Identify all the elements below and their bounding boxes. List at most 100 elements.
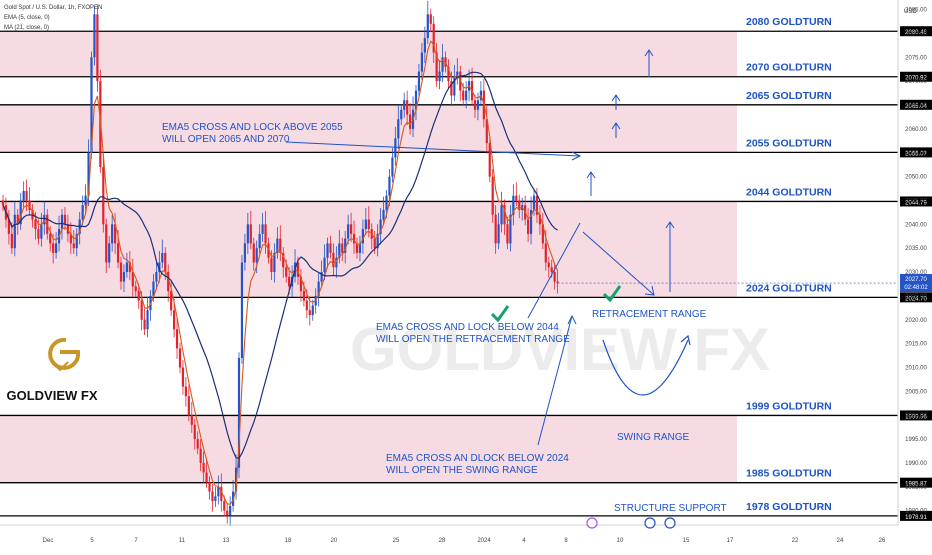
candle-body xyxy=(299,276,303,292)
candle-body xyxy=(456,71,459,77)
x-tick-label: 15 xyxy=(683,538,690,544)
candle-body xyxy=(255,248,258,263)
candle-body xyxy=(279,238,282,253)
candle-body xyxy=(243,243,246,263)
candle-body xyxy=(137,291,140,301)
y-tick-label: 2005.00 xyxy=(905,389,927,395)
projection-arrowhead xyxy=(644,285,655,296)
candle-body xyxy=(167,272,170,292)
current-price-text: 2027.70 xyxy=(905,277,927,283)
candle-body xyxy=(164,252,167,273)
level-tag-text: 2070.92 xyxy=(905,76,927,82)
candle-body xyxy=(550,267,553,273)
candle-body xyxy=(323,257,326,273)
level-tag-text: 2080.46 xyxy=(905,30,927,36)
x-tick-label: 17 xyxy=(727,538,734,544)
candle-body xyxy=(326,243,329,258)
candle-body xyxy=(264,224,267,244)
ema5-line xyxy=(2,40,559,506)
candle-body xyxy=(116,243,120,263)
candle-body xyxy=(488,143,491,177)
candle-body xyxy=(16,214,19,225)
watermark-text: GOLDVIEW FX xyxy=(350,316,770,383)
candle-body xyxy=(140,300,143,320)
candle-body xyxy=(43,214,46,225)
arrow-head xyxy=(665,221,675,229)
level-tag-text: 2065.04 xyxy=(905,104,927,110)
candle-body xyxy=(122,272,126,282)
retracement-arrow xyxy=(527,222,581,319)
candle-body xyxy=(288,276,291,287)
candle-body xyxy=(155,272,158,282)
candle-body xyxy=(211,491,214,502)
y-tick-label: 2040.00 xyxy=(905,222,927,228)
candle-body xyxy=(441,57,444,72)
candle-body xyxy=(544,243,547,263)
zone-rect xyxy=(0,104,737,153)
candle-body xyxy=(1,200,5,206)
annotation-line2: WILL OPEN THE SWING RANGE xyxy=(386,465,538,476)
x-tick-label: 4 xyxy=(522,538,526,544)
zone-rect xyxy=(0,415,737,483)
candle-body xyxy=(40,224,43,239)
range-label: SWING RANGE xyxy=(617,432,690,443)
candle-body xyxy=(220,486,223,502)
event-marker-icon xyxy=(586,517,598,529)
candle-body xyxy=(229,505,232,516)
level-tag-bg xyxy=(900,196,932,207)
level-label: 2024 GOLDTURN xyxy=(746,282,832,294)
candle-body xyxy=(376,233,379,249)
ma-legend[interactable]: MA (21, close, 0) xyxy=(4,25,50,31)
y-tick-label: 2015.00 xyxy=(905,342,927,348)
candle-body xyxy=(87,152,90,196)
candle-body xyxy=(506,224,509,244)
candle-body xyxy=(34,219,37,230)
check-icon xyxy=(602,285,622,303)
candle-body xyxy=(161,252,164,263)
candle-body xyxy=(173,310,176,330)
candle-body xyxy=(178,348,182,368)
candle-body xyxy=(22,190,25,201)
annotation-line2: WILL OPEN THE RETRACEMENT RANGE xyxy=(376,334,570,345)
candle-body xyxy=(414,90,418,110)
level-tag-bg xyxy=(900,292,932,303)
candle-body xyxy=(385,195,388,210)
candle-body xyxy=(143,319,146,330)
candle-body xyxy=(152,281,155,296)
x-tick-label: Dec xyxy=(43,538,54,544)
candle-body xyxy=(417,71,421,91)
y-tick-label: 2030.00 xyxy=(905,270,927,276)
range-label: RETRACEMENT RANGE xyxy=(592,309,707,320)
y-tick-label: 2080.00 xyxy=(905,31,927,37)
candle-body xyxy=(217,486,220,497)
candle-body xyxy=(397,119,400,139)
x-tick-label: 2024 xyxy=(477,538,491,544)
level-tag-text: 2044.79 xyxy=(905,200,927,206)
arrows-group xyxy=(285,49,691,446)
candle-body xyxy=(352,233,356,244)
candle-body xyxy=(532,195,536,210)
y-tick-label: 2025.00 xyxy=(905,294,927,300)
arrow-head xyxy=(611,94,621,102)
y-tick-label: 2060.00 xyxy=(905,127,927,133)
candle-body xyxy=(158,262,161,273)
ema-legend[interactable]: EMA (5, close, 0) xyxy=(4,15,50,21)
candle-body xyxy=(355,243,359,253)
candle-body xyxy=(249,224,252,244)
level-tag-bg xyxy=(900,99,932,110)
candle-body xyxy=(181,367,185,387)
candle-body xyxy=(420,52,423,72)
candle-body xyxy=(462,90,465,101)
candle-body xyxy=(93,14,96,58)
candle-body xyxy=(7,219,10,234)
candle-body xyxy=(282,252,285,268)
x-tick-label: 11 xyxy=(179,538,186,544)
range-label: STRUCTURE SUPPORT xyxy=(614,503,727,514)
candle-body xyxy=(503,205,506,225)
candle-body xyxy=(214,496,217,502)
ma-group xyxy=(2,40,559,506)
level-tag-bg xyxy=(900,510,932,521)
watermark-group: GOLDVIEW FX xyxy=(350,316,770,383)
